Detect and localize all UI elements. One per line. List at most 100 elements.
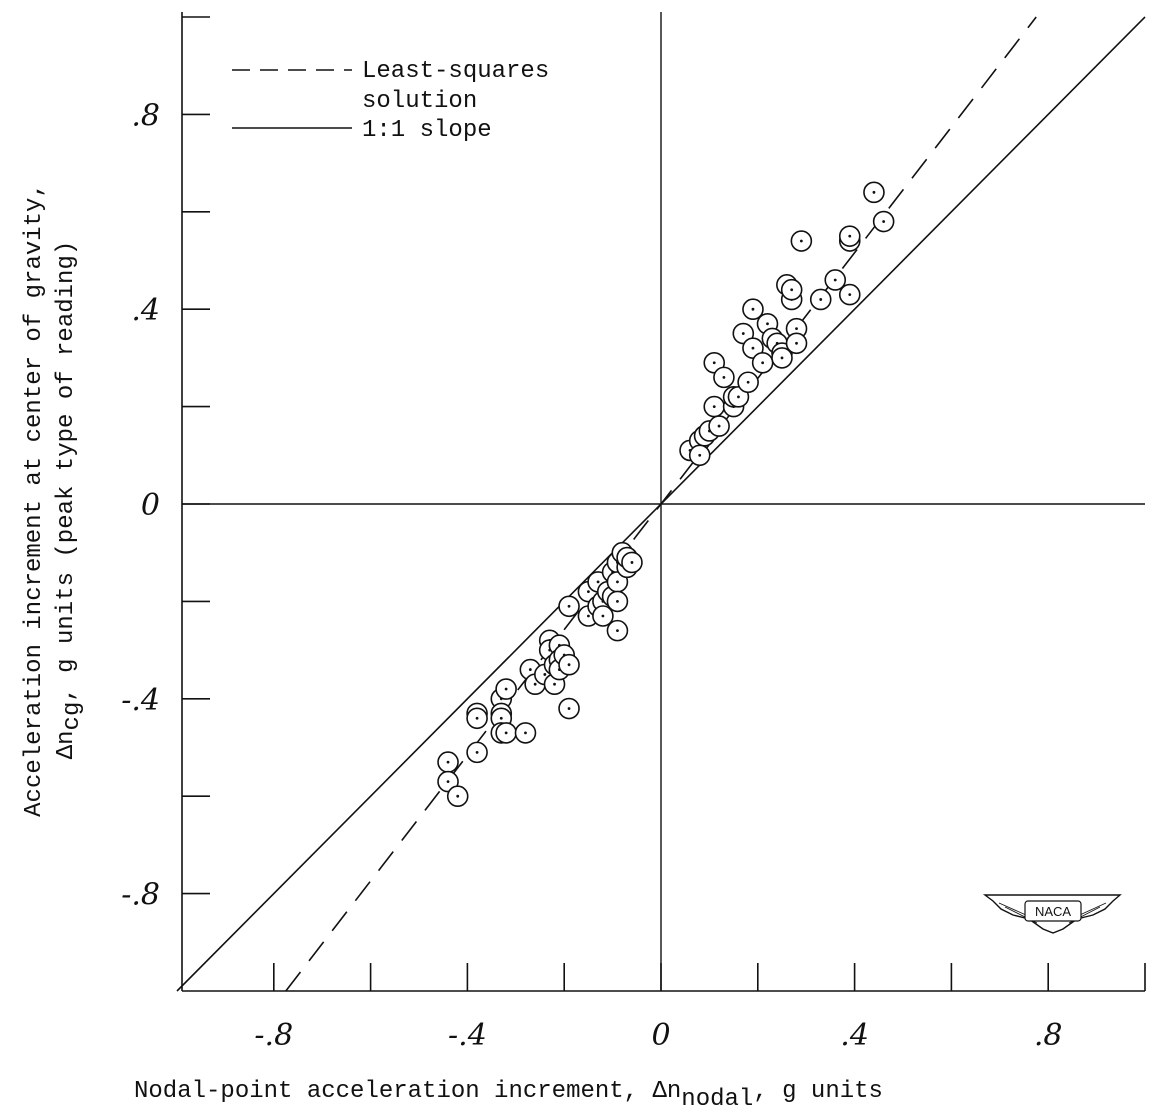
data-point-dot [601,614,605,618]
legend-label-least-squares-line1: Least-squares [362,58,549,85]
data-point [790,230,813,252]
data-point [824,269,847,291]
data-point-dot [456,794,460,798]
data-point-dot [504,731,508,735]
data-point-dot [616,629,619,633]
y-axis-title: Acceleration increment at center of grav… [21,183,86,817]
data-point-dot [499,716,503,720]
data-point-dot [746,380,750,384]
data-point [785,332,808,355]
data-point [872,210,895,233]
data-points [437,181,895,808]
data-point [558,653,580,676]
data-point-dot [790,288,794,292]
data-point-dot [567,604,571,608]
y-axis-title-subscript: cg [59,702,86,731]
x-tick-label: .8 [1034,1018,1063,1053]
tick-marks [182,16,1146,991]
data-point-dot [616,580,619,584]
y-tick-label: -.8 [121,878,160,913]
y-tick-label: .4 [131,293,160,328]
data-point-dot [524,731,527,735]
data-point-dot [528,668,532,671]
x-axis-title-subscript: nodal [681,1086,753,1113]
legend: Least-squares solution 1:1 slope [232,58,549,144]
x-tick-label: -.4 [448,1018,487,1053]
data-point [495,678,517,700]
data-point-dot [795,341,798,345]
data-point-dot [882,220,886,223]
data-point [466,741,488,764]
axes-layer [181,12,1145,992]
data-point-dot [587,590,590,594]
data-point-dot [587,614,590,618]
x-tick-label: -.8 [254,1018,293,1053]
y-tick-label: 0 [141,488,160,523]
tick-labels: -.8 -.4 0 .4 .8 -.8 -.4 0 .4 .8 [121,98,1062,1053]
data-point [592,605,614,627]
x-axis-title: Nodal-point acceleration increment, Δnno… [134,1078,883,1113]
data-point-dot [543,673,547,676]
y-tick-label: .8 [131,98,160,133]
data-point-dot [533,682,537,686]
legend-label-one-to-one: 1:1 slope [362,117,492,144]
data-point-dot [596,580,600,584]
data-point [606,619,629,642]
data-point [514,722,537,744]
data-point-dot [712,405,716,408]
data-point-dot [780,356,784,360]
data-point-dot [446,780,450,783]
data-point [621,551,643,574]
naca-logo-text: NACA [1035,904,1071,919]
reference-lines [176,16,1146,992]
data-point-dot [848,293,852,296]
data-point-dot [848,234,852,238]
data-point-dot [737,395,740,399]
data-point [606,590,629,613]
data-point [495,722,517,744]
legend-label-least-squares-line2: solution [362,88,477,115]
data-point-dot [819,298,823,301]
data-point [780,278,803,301]
data-point-dot [475,750,479,754]
data-point-dot [717,424,721,428]
y-tick-label: -.4 [121,683,160,718]
data-point-dot [446,760,450,764]
data-point-dot [795,327,798,331]
data-point-dot [751,307,755,311]
data-point [713,366,735,389]
x-tick-label: .4 [840,1018,869,1053]
data-point-dot [722,375,726,379]
one-to-one-line [176,16,1146,992]
data-point [838,225,861,247]
data-point [558,697,580,720]
data-point-dot [630,561,634,564]
data-point-dot [567,707,571,710]
naca-logo: NACA [982,894,1122,934]
data-point-dot [872,190,876,194]
x-tick-label: 0 [651,1018,670,1053]
data-point-dot [741,332,745,335]
data-point-dot [475,716,479,720]
data-point [863,181,885,204]
data-point [466,707,488,730]
data-point-dot [553,682,556,686]
data-point [809,288,832,311]
data-point-dot [833,278,837,282]
data-point [737,371,759,394]
data-point [771,347,793,369]
data-point-dot [712,361,716,365]
data-point [437,751,459,773]
data-point-dot [799,239,803,243]
data-point [688,444,711,467]
y-axis-title-line2: Δncg, g units (peak type of reading) [53,241,86,760]
data-point [446,785,469,808]
y-axis-title-line1: Acceleration increment at center of grav… [21,183,48,817]
data-point-dot [766,322,769,326]
data-point [708,415,730,437]
data-point [742,298,764,321]
data-point-dot [504,687,508,691]
data-point [703,395,726,418]
data-point-dot [698,453,702,457]
